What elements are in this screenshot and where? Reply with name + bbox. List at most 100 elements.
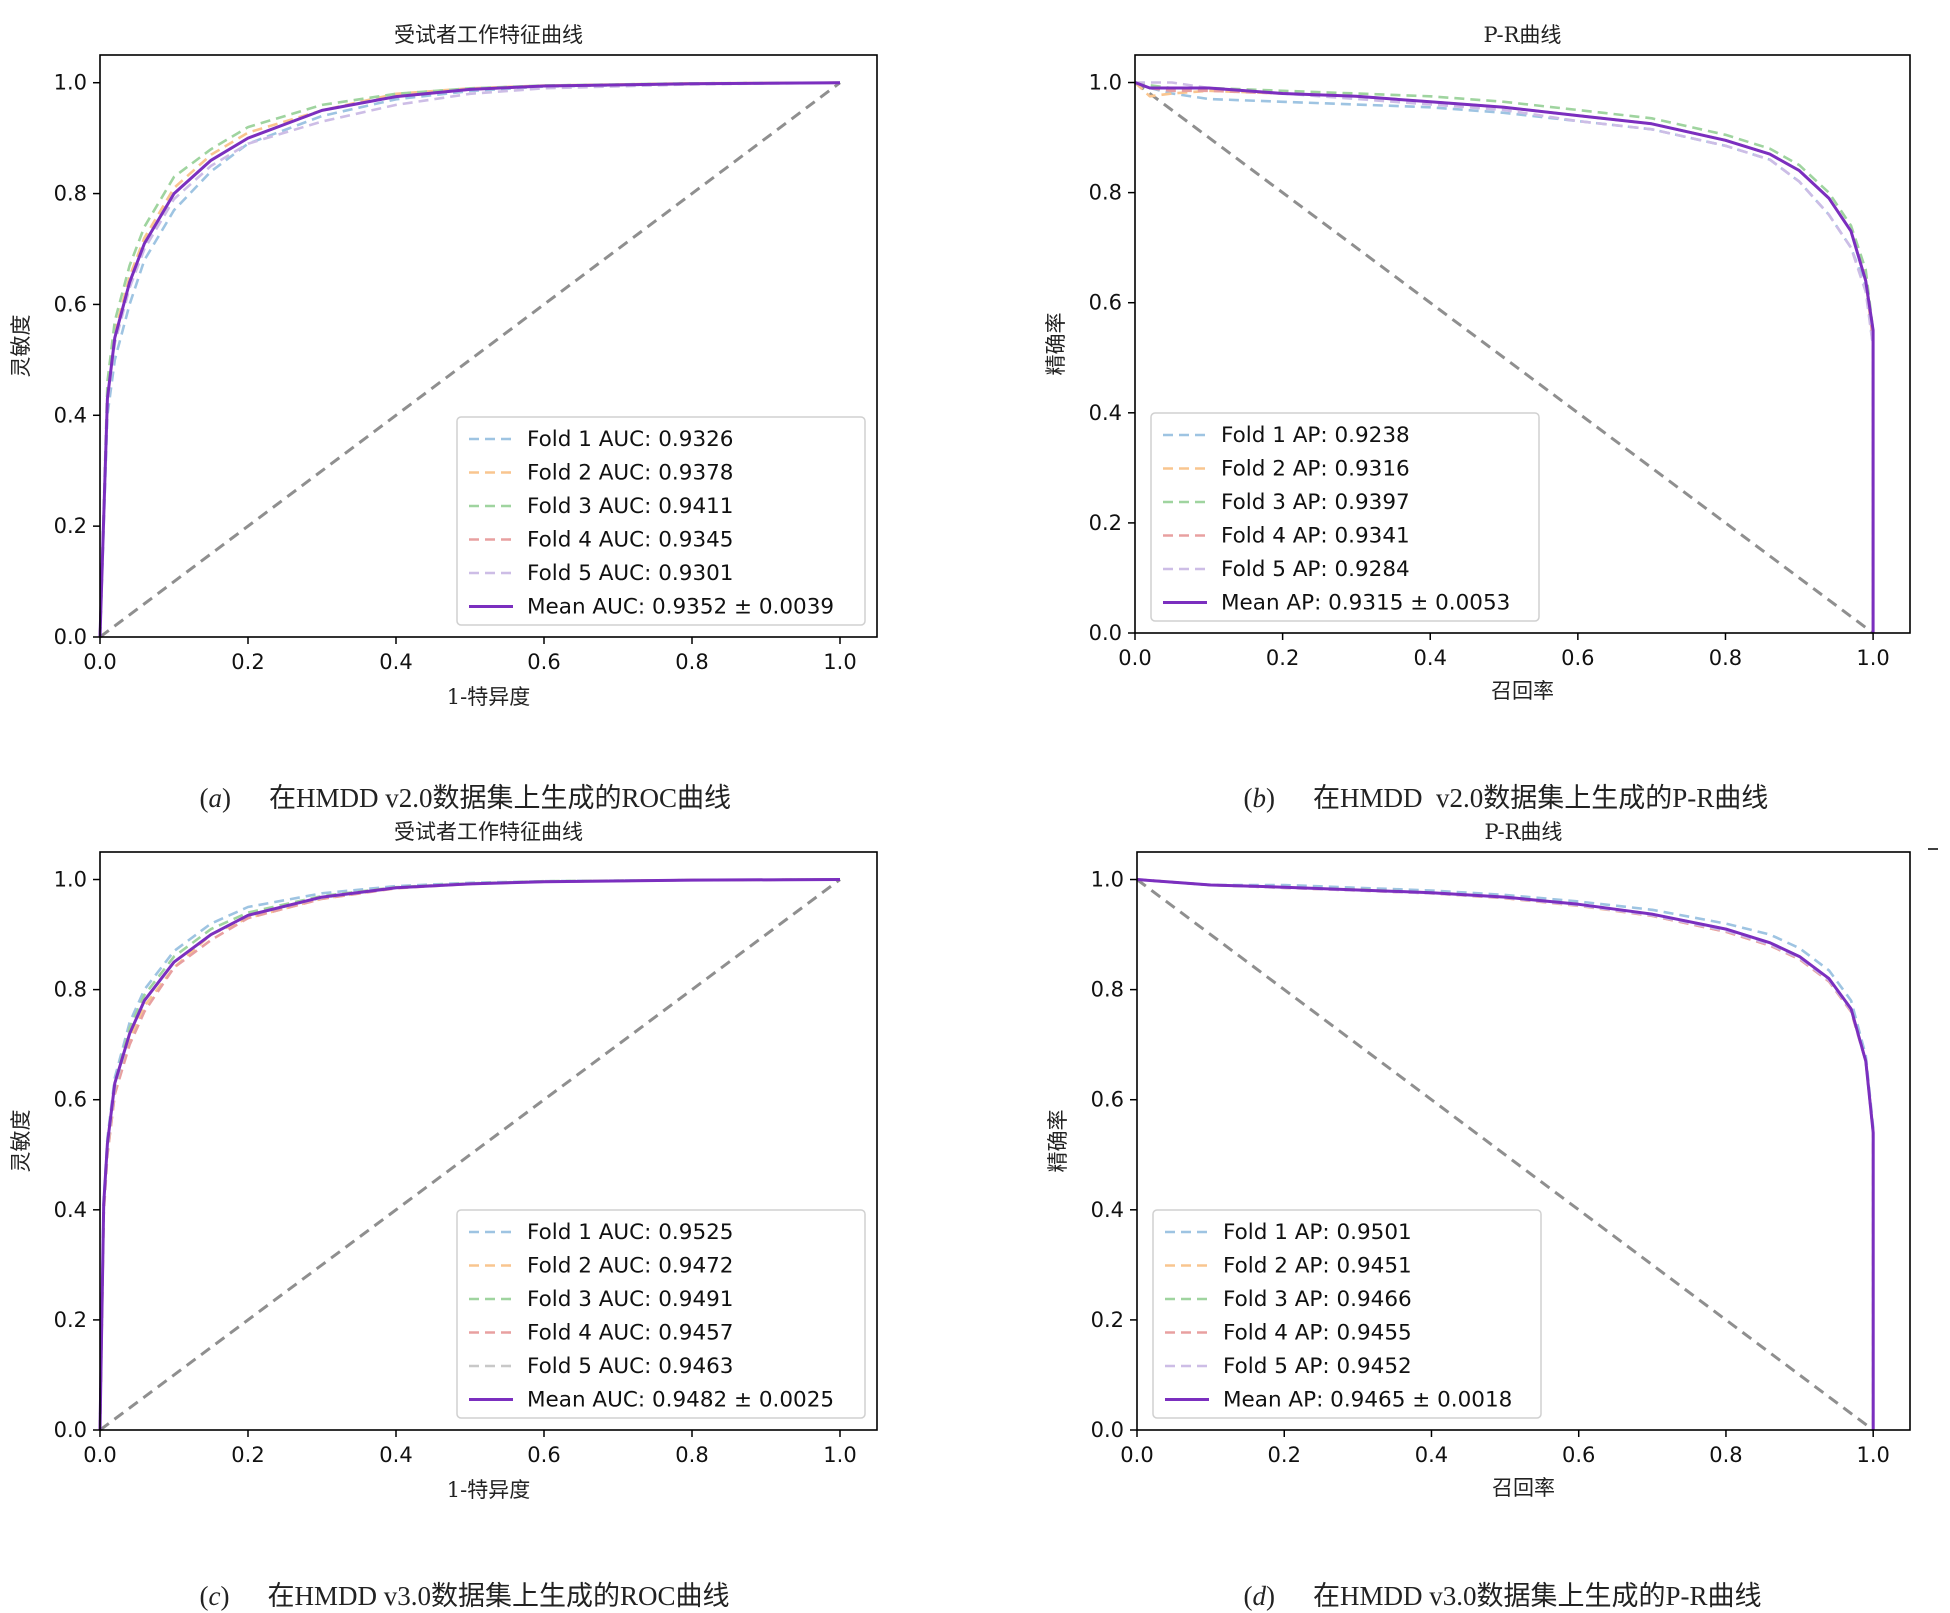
plot-frame	[1136, 851, 1911, 1431]
x-tick-label: 1.0	[823, 1443, 856, 1467]
y-tick-label: 0.2	[1091, 1308, 1124, 1332]
y-tick-label: 0.8	[54, 182, 87, 206]
legend-label-5: Fold 5 AUC: 0.9301	[527, 561, 734, 586]
x-tick-label: 0.8	[1709, 646, 1742, 670]
plot-frame	[1134, 54, 1911, 634]
y-tick-label: 0.0	[1089, 621, 1122, 645]
panel-b: P-R曲线 0.0 0.2 0.4 0.6 0.8 1.0 0.0 0.2 0.4 0.6 0.8 1.…	[1044, 23, 1911, 703]
x-tick-label: 0.4	[1415, 1443, 1448, 1467]
legend: Fold 1 AUC: 0.9525 Fold 2 AUC: 0.9472 Fold…	[456, 1209, 866, 1419]
x-tick-label: 1.0	[1856, 646, 1889, 670]
legend-box	[1150, 412, 1540, 622]
x-axis-title: 召回率	[1491, 679, 1554, 703]
legend-label-2: Fold 2 AUC: 0.9378	[527, 461, 734, 486]
series-line-1	[98, 81, 841, 638]
legend-label-1: Fold 1 AUC: 0.9525	[527, 1220, 734, 1245]
legend-label-2: Fold 2 AP: 0.9316	[1221, 457, 1410, 482]
legend-box	[456, 416, 866, 626]
legend-label-5: Fold 5 AUC: 0.9463	[527, 1354, 734, 1379]
x-axis-title: 1-特异度	[447, 1478, 530, 1502]
y-tick-label: 0.6	[1091, 1088, 1124, 1112]
x-tick-label: 0.0	[83, 1443, 116, 1467]
series-line-6	[1136, 878, 1875, 1430]
caption-letter-c: c	[208, 1581, 221, 1611]
legend-label-4: Fold 4 AP: 0.9341	[1221, 524, 1410, 549]
y-tick-label: 0.6	[1089, 291, 1122, 315]
y-tick-label: 0.8	[1091, 978, 1124, 1002]
x-tick-label: 1.0	[823, 650, 856, 674]
legend-label-3: Fold 3 AUC: 0.9491	[527, 1287, 734, 1312]
legend: Fold 1 AUC: 0.9326 Fold 2 AUC: 0.9378 Fold…	[456, 416, 866, 626]
legend-box	[1152, 1209, 1542, 1419]
series-line-5	[98, 81, 841, 638]
y-axis-title: 精确率	[1044, 313, 1068, 376]
legend-label-2: Fold 2 AP: 0.9451	[1223, 1254, 1412, 1279]
x-tick-label: 0.6	[527, 1443, 560, 1467]
y-tick-label: 0.4	[54, 403, 87, 427]
y-tick-label: 0.4	[1091, 1198, 1124, 1222]
y-tick-label: 0.6	[54, 1088, 87, 1112]
chart-title: P-R曲线	[1485, 820, 1563, 844]
y-tick-label: 1.0	[1091, 868, 1124, 892]
y-tick-label: 0.4	[1089, 401, 1122, 425]
x-tick-label: 0.6	[527, 650, 560, 674]
x-tick-label: 0.8	[675, 650, 708, 674]
reference-line	[1136, 878, 1875, 1432]
legend-label-3: Fold 3 AP: 0.9466	[1223, 1287, 1412, 1312]
x-tick-label: 0.4	[1414, 646, 1447, 670]
caption-letter-d: d	[1252, 1581, 1267, 1611]
series-line-6	[98, 81, 841, 638]
series-line-6	[98, 878, 841, 1431]
legend-label-1: Fold 1 AP: 0.9501	[1223, 1220, 1412, 1245]
legend: Fold 1 AP: 0.9501 Fold 2 AP: 0.9451 Fold 3…	[1152, 1209, 1542, 1419]
legend-label-3: Fold 3 AUC: 0.9411	[527, 494, 734, 519]
x-tick-label: 0.4	[379, 650, 412, 674]
y-tick-label: 1.0	[54, 868, 87, 892]
x-tick-label: 0.0	[1118, 646, 1151, 670]
legend-label-3: Fold 3 AP: 0.9397	[1221, 490, 1410, 515]
caption-text-d: 在HMDD v3.0数据集上生成的P-R曲线	[1313, 1581, 1762, 1611]
x-tick-label: 0.6	[1562, 1443, 1595, 1467]
y-tick-label: 0.6	[54, 292, 87, 316]
legend-label-6: Mean AUC: 0.9352 ± 0.0039	[527, 595, 834, 620]
x-axis-title: 召回率	[1492, 1476, 1555, 1500]
reference-line	[99, 878, 841, 1432]
caption-text-c: 在HMDD v3.0数据集上生成的ROC曲线	[267, 1581, 730, 1611]
caption-a: (a) 在HMDD v2.0数据集上生成的ROC曲线	[199, 783, 732, 813]
x-tick-label: 0.2	[231, 650, 264, 674]
panel-d: P-R曲线 0.0 0.2 0.4 0.6 0.8 1.0 0.0 0.2 0.4 0.6 0.8 1.…	[1046, 820, 1911, 1500]
x-tick-label: 0.8	[1709, 1443, 1742, 1467]
panel-a: 受试者工作特征曲线 0.0 0.2 0.4 0.6 0.8 1.0 0.0 0.2 0.4 0.6 0…	[9, 23, 878, 709]
y-tick-label: 0.4	[54, 1198, 87, 1222]
legend-box	[456, 1209, 866, 1419]
y-tick-label: 0.2	[54, 1308, 87, 1332]
y-axis-title: 灵敏度	[9, 315, 33, 378]
x-tick-label: 0.8	[675, 1443, 708, 1467]
y-tick-label: 1.0	[54, 71, 87, 95]
legend-label-6: Mean AUC: 0.9482 ± 0.0025	[527, 1388, 834, 1413]
reference-line	[99, 81, 841, 639]
legend-label-6: Mean AP: 0.9465 ± 0.0018	[1223, 1388, 1512, 1413]
reference-line	[1134, 81, 1874, 635]
legend-label-4: Fold 4 AUC: 0.9345	[527, 528, 734, 553]
y-tick-label: 0.8	[1089, 181, 1122, 205]
y-axis-title: 精确率	[1046, 1110, 1070, 1173]
legend-label-5: Fold 5 AP: 0.9284	[1221, 557, 1410, 582]
caption-d: (d) 在HMDD v3.0数据集上生成的P-R曲线	[1243, 1581, 1762, 1611]
legend-label-1: Fold 1 AP: 0.9238	[1221, 423, 1410, 448]
chart-title: P-R曲线	[1484, 23, 1562, 47]
legend-label-2: Fold 2 AUC: 0.9472	[527, 1254, 734, 1279]
x-tick-label: 0.2	[1268, 1443, 1301, 1467]
x-tick-label: 0.0	[1120, 1443, 1153, 1467]
series-line-2	[98, 81, 841, 638]
y-tick-label: 0.8	[54, 978, 87, 1002]
plot-frame	[99, 851, 878, 1431]
x-tick-label: 0.2	[1266, 646, 1299, 670]
caption-letter-b: b	[1252, 783, 1267, 813]
y-tick-label: 0.2	[1089, 511, 1122, 535]
caption-c: (c) 在HMDD v3.0数据集上生成的ROC曲线	[199, 1581, 730, 1611]
x-tick-label: 0.2	[231, 1443, 264, 1467]
x-tick-label: 0.0	[83, 650, 116, 674]
panel-c: 受试者工作特征曲线 0.0 0.2 0.4 0.6 0.8 1.0 0.0 0.2 0.4 0.6 0…	[9, 820, 878, 1502]
